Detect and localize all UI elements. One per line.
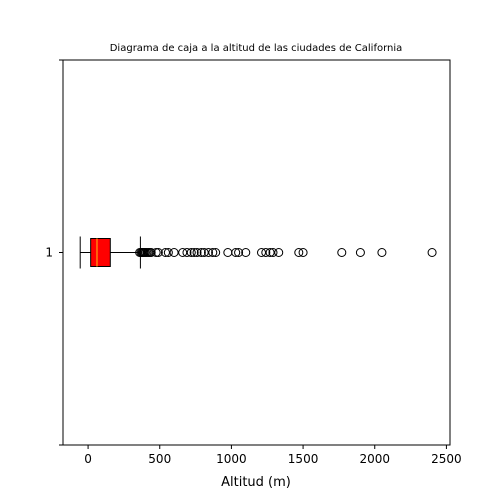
outlier-point: [186, 248, 196, 257]
outlier-point: [268, 248, 278, 257]
outlier-point: [146, 248, 156, 257]
outlier-point: [189, 248, 199, 257]
outlier-point: [337, 248, 347, 257]
outlier-point: [298, 248, 308, 257]
outlier-point: [163, 248, 173, 257]
x-tick-label: 2500: [431, 452, 462, 466]
outlier-point: [208, 248, 218, 257]
outlier-point: [257, 248, 267, 257]
x-tick-label: 2000: [359, 452, 390, 466]
outlier-point: [355, 248, 365, 257]
x-axis: 0 500 1000 1500 2000 2500: [84, 445, 462, 466]
outlier-point: [294, 248, 304, 257]
x-tick-label: 1000: [216, 452, 247, 466]
y-tick-label: 1: [45, 246, 53, 260]
outlier-point: [241, 248, 251, 257]
outlier-point: [211, 248, 221, 257]
outlier-point: [196, 248, 206, 257]
outlier-point: [261, 248, 271, 257]
x-axis-label: Altitud (m): [221, 475, 291, 490]
plot-area: 0 500 1000 1500 2000 2500 1: [45, 59, 462, 466]
y-axis: 1: [45, 59, 63, 446]
outlier-point: [182, 248, 192, 257]
outlier-point: [203, 248, 213, 257]
outlier-point: [192, 248, 202, 257]
outlier-point: [151, 248, 161, 257]
outlier-point: [199, 248, 209, 257]
box-series: [79, 236, 437, 269]
outlier-point: [377, 248, 387, 257]
x-tick-label: 0: [84, 452, 92, 466]
outlier-point: [265, 248, 275, 257]
outlier-point: [427, 248, 437, 257]
outlier-point: [169, 248, 179, 257]
box: [90, 238, 111, 267]
outlier-point: [223, 248, 233, 257]
outlier-point: [160, 248, 170, 257]
outlier-point: [231, 248, 241, 257]
x-tick-label: 500: [148, 452, 171, 466]
chart-title: Diagrama de caja a la altitud de las ciu…: [110, 43, 403, 54]
outlier-point: [274, 248, 284, 257]
x-tick-label: 1500: [288, 452, 319, 466]
outlier-point: [153, 248, 163, 257]
outlier-point: [234, 248, 244, 257]
outlier-point: [178, 248, 188, 257]
